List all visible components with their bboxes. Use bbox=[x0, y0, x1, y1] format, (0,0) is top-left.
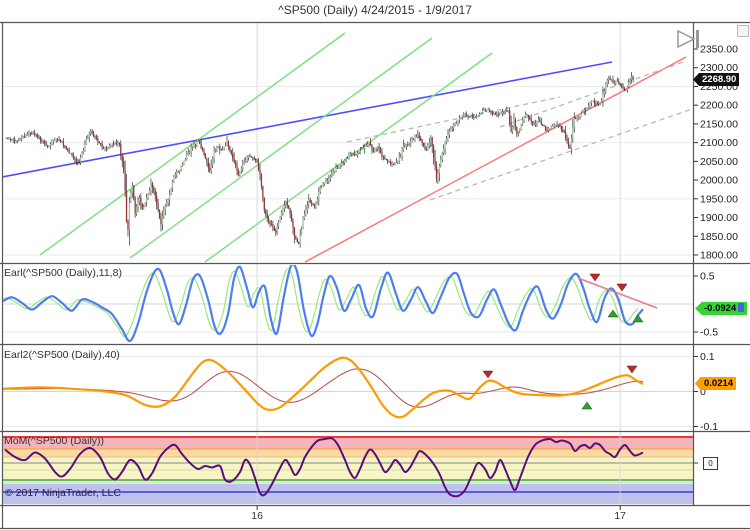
svg-text:-0.1: -0.1 bbox=[700, 421, 718, 433]
x-axis-label-0: 16 bbox=[251, 510, 263, 522]
earl-signal-chip-icon bbox=[738, 303, 745, 312]
x-axis-label-1: 17 bbox=[614, 510, 627, 522]
earl-panel-label: Earl(^SP500 (Daily),11,8) bbox=[4, 267, 122, 279]
svg-text:2300.00: 2300.00 bbox=[700, 62, 738, 74]
earl-value-badge: -0.0924 bbox=[695, 302, 748, 315]
svg-text:1850.00: 1850.00 bbox=[700, 231, 738, 243]
svg-text:1950.00: 1950.00 bbox=[700, 193, 738, 205]
svg-text:1900.00: 1900.00 bbox=[700, 212, 738, 224]
svg-text:2050.00: 2050.00 bbox=[700, 156, 738, 168]
svg-text:0.5: 0.5 bbox=[700, 271, 715, 283]
svg-text:2200.00: 2200.00 bbox=[700, 100, 738, 112]
svg-text:2150.00: 2150.00 bbox=[700, 118, 738, 130]
mom-zero-marker: 0 bbox=[703, 457, 718, 470]
last-price-badge: 2268.90 bbox=[693, 73, 740, 86]
svg-text:0: 0 bbox=[700, 386, 706, 398]
earl2-value-badge: 0.0214 bbox=[695, 377, 737, 390]
earl2-panel-label: Earl2(^SP500 (Daily),40) bbox=[4, 349, 120, 361]
copyright-text: © 2017 NinjaTrader, LLC bbox=[5, 487, 121, 499]
svg-text:2000.00: 2000.00 bbox=[700, 175, 738, 187]
mom-panel-label: MoM(^SP500 (Daily)) bbox=[4, 435, 105, 447]
svg-text:1800.00: 1800.00 bbox=[700, 249, 738, 261]
svg-text:2100.00: 2100.00 bbox=[700, 137, 738, 149]
svg-text:2350.00: 2350.00 bbox=[700, 44, 738, 56]
earl-value-text: -0.0924 bbox=[704, 303, 737, 314]
svg-text:0.1: 0.1 bbox=[700, 351, 715, 363]
chart-title: ^SP500 (Daily) 4/24/2015 - 1/9/2017 bbox=[278, 3, 472, 17]
svg-text:-0.5: -0.5 bbox=[700, 327, 718, 339]
